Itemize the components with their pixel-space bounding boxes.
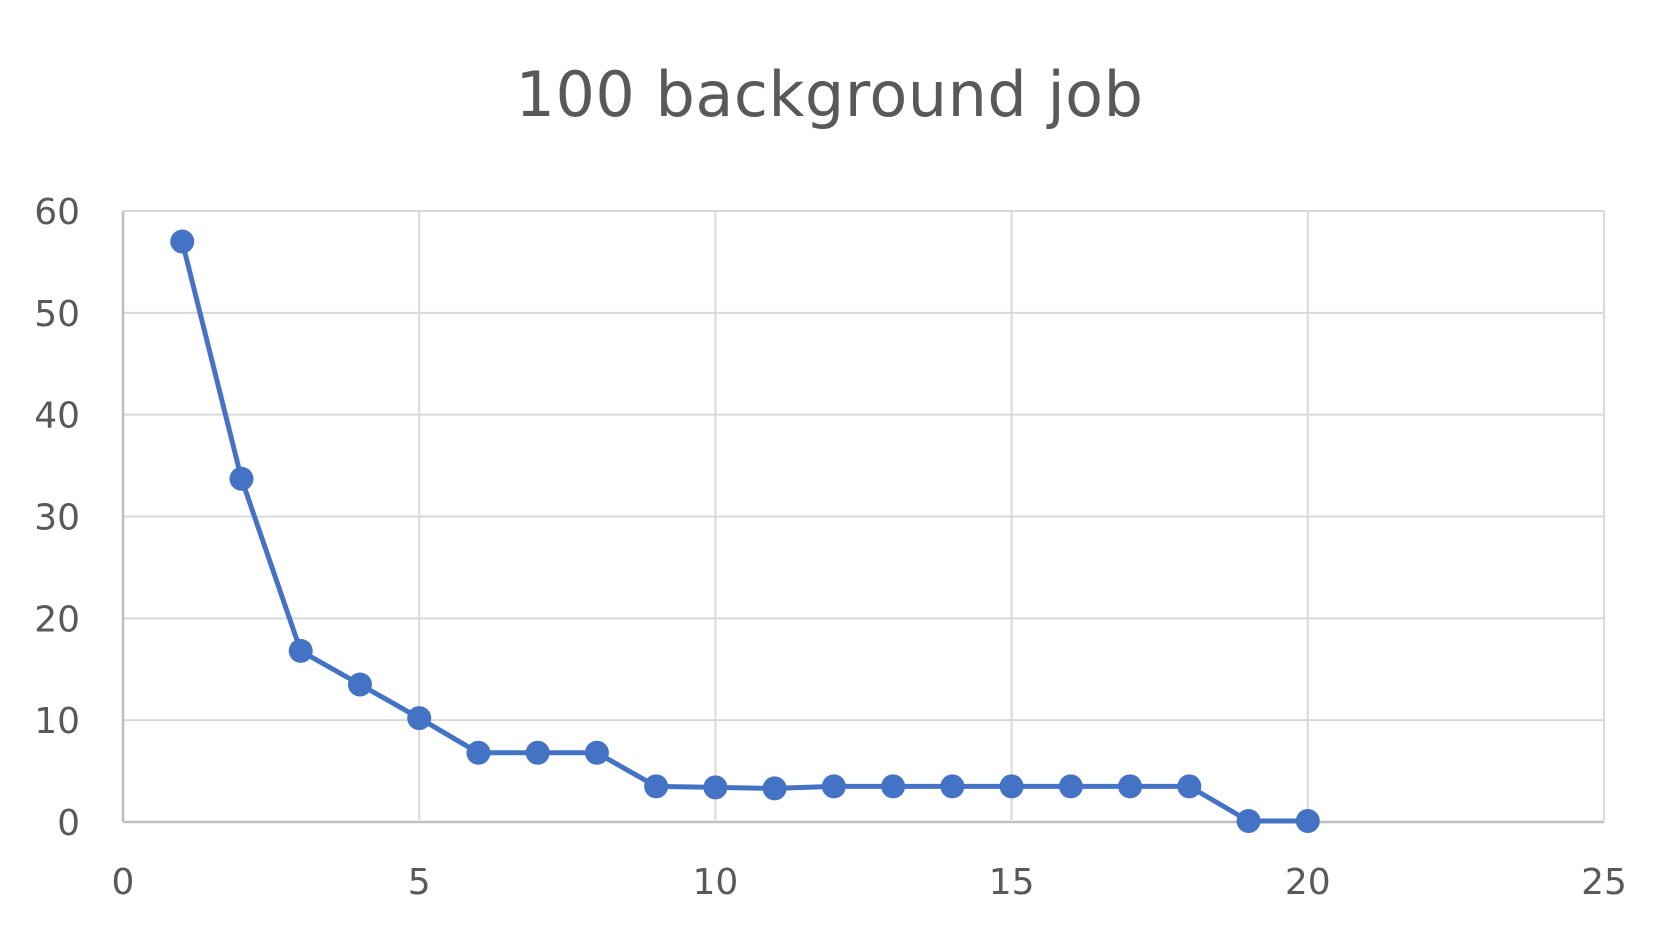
data-point [229,466,254,491]
data-point [1295,808,1320,833]
y-tick-label: 0 [57,803,80,844]
x-tick-label: 25 [1581,862,1627,903]
data-point [288,638,313,663]
data-point [644,774,669,799]
y-tick-label: 50 [34,294,80,335]
data-point [999,774,1024,799]
y-tick-label: 10 [34,701,80,742]
x-tick-label: 0 [112,862,135,903]
data-point [1177,774,1202,799]
x-tick-label: 15 [989,862,1035,903]
x-tick-label: 20 [1285,862,1331,903]
series-line [179,239,1311,824]
data-point [347,672,372,697]
y-tick-label: 20 [34,599,80,640]
x-tick-label: 5 [408,862,431,903]
data-point [466,740,491,765]
y-tick-label: 60 [34,192,80,233]
chart-title: 100 background job [515,58,1144,131]
data-point [407,706,432,731]
data-point [762,776,787,801]
data-point [881,774,906,799]
data-point [1118,774,1143,799]
data-point [170,229,195,254]
data-point [584,740,609,765]
data-point [1236,808,1261,833]
data-point [1058,774,1083,799]
data-point [821,774,846,799]
data-point [940,774,965,799]
data-point [525,740,550,765]
data-point [703,775,728,800]
y-tick-label: 30 [34,498,80,539]
y-tick-label: 40 [34,396,80,437]
x-tick-label: 10 [692,862,738,903]
